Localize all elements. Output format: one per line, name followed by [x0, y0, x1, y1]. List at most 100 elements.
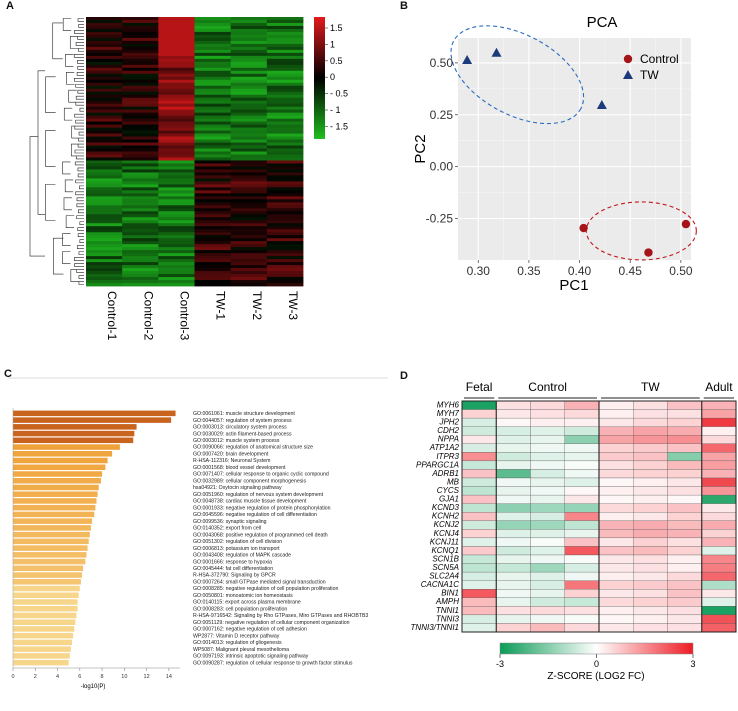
- gene-heatmap-cell: [633, 529, 668, 539]
- heatmap-a-cell: [230, 196, 268, 200]
- heatmap-a-cell: [86, 97, 123, 102]
- heatmap-a-cell: [230, 61, 268, 66]
- pca-ellipse-tw: [450, 25, 585, 125]
- heatmap-a-cell: [194, 253, 232, 257]
- heatmap-a-cell: [194, 115, 232, 120]
- heatmap-a-cell: [86, 151, 123, 155]
- gene-heatmap-cell: [667, 494, 702, 504]
- heatmap-a-cell: [122, 220, 159, 224]
- enrichment-bar: [13, 545, 88, 551]
- enrichment-x-tick-label: 12: [144, 674, 150, 680]
- enrichment-term-label: GO:0014013: regulation of gliogenesis: [193, 640, 282, 646]
- enrichment-bar: [13, 437, 134, 444]
- heatmap-a-cell: [230, 199, 268, 203]
- heatmap-a-cell: [122, 64, 159, 69]
- heatmap-a-cell: [230, 82, 268, 87]
- enrichment-bar: [13, 424, 137, 430]
- heatmap-a-cell: [86, 58, 123, 63]
- heatmap-a-cell: [122, 202, 159, 206]
- heatmap-a-cell: [122, 166, 159, 170]
- gene-heatmap-cell: [461, 580, 497, 590]
- heatmap-a-cell: [86, 106, 123, 111]
- heatmap-a-cell: [158, 28, 195, 33]
- heatmap-a-cell: [230, 118, 268, 123]
- heatmap-a-cell: [230, 49, 268, 54]
- heatmap-a-cell: [86, 103, 123, 108]
- heatmap-a-cell: [194, 94, 232, 99]
- gene-heatmap-cell: [598, 435, 634, 444]
- heatmap-a-cell: [194, 172, 232, 176]
- gene-heatmap-cell: [564, 512, 600, 521]
- heatmap-a-cell: [158, 250, 195, 254]
- enrichment-term-label: GO:0045444: fat cell differentiation: [193, 566, 273, 572]
- heatmap-a-cell: [194, 148, 232, 152]
- heatmap-a-cell: [86, 49, 123, 54]
- heatmap-a-cell: [122, 70, 159, 75]
- heatmap-a-cell: [266, 25, 304, 30]
- gene-heatmap-cell: [530, 512, 565, 521]
- gene-heatmap-cell: [633, 503, 668, 513]
- heatmap-a-cell: [122, 277, 159, 281]
- heatmap-a-cell: [230, 91, 268, 96]
- pca-y-tick-label: 0.00: [430, 160, 454, 174]
- gene-heatmap-cell: [701, 529, 737, 539]
- heatmap-a-cell: [230, 40, 268, 45]
- pca-point-tw: [462, 54, 473, 64]
- gene-heatmap-cell: [598, 460, 634, 470]
- heatmap-a-cell: [158, 133, 195, 137]
- heatmap-a-cell: [122, 58, 159, 63]
- heatmap-a-cell: [158, 157, 195, 161]
- gene-heatmap-cell: [667, 486, 702, 496]
- heatmap-a-cell: [266, 154, 304, 158]
- enrichment-bar: [13, 451, 113, 457]
- enrichment-bar: [13, 511, 95, 518]
- heatmap-a-cell: [266, 73, 304, 78]
- gene-heatmap-cell: [564, 503, 600, 513]
- gene-heatmap-cell: [461, 537, 497, 547]
- heatmap-a-cell: [230, 277, 268, 281]
- gene-heatmap-cell: [496, 520, 531, 530]
- gene-heatmap-cell: [530, 580, 565, 590]
- heatmap-a-cell: [230, 34, 268, 39]
- gene-heatmap-cell: [496, 571, 531, 581]
- heatmap-a-cell: [194, 106, 232, 111]
- gene-heatmap-cell: [496, 546, 531, 556]
- gene-heatmap-cell: [564, 486, 600, 496]
- heatmap-a-cell: [86, 217, 123, 221]
- gene-heatmap-cell: [564, 597, 600, 607]
- gene-label: CYCS: [437, 486, 460, 495]
- heatmap-a-cell: [86, 181, 123, 185]
- heatmap-a-cell: [122, 160, 159, 164]
- heatmap-a-cell: [266, 31, 304, 36]
- heatmap-a-cell: [230, 64, 268, 69]
- heatmap-a-cell: [194, 52, 232, 57]
- gene-heatmap-cell: [598, 589, 634, 598]
- heatmap-a-cell: [122, 256, 159, 260]
- gene-heatmap-cell: [701, 486, 737, 496]
- heatmap-a-cell: [158, 58, 195, 63]
- heatmap-a-cell: [158, 124, 195, 128]
- enrichment-term-label: GO:0003012: muscle system process: [193, 438, 280, 444]
- heatmap-a-cell: [194, 256, 232, 260]
- gene-heatmap-cell: [530, 409, 565, 419]
- enrichment-term-label: hsa04921: Oxytocin signaling pathway: [193, 485, 282, 491]
- heatmap-a-cell: [266, 277, 304, 281]
- enrichment-term-label: GO:0008285: negative regulation of cell …: [193, 586, 338, 592]
- gene-heatmap-cell: [496, 597, 531, 607]
- gene-heatmap-cell: [530, 460, 565, 470]
- gene-heatmap-cell: [667, 606, 702, 616]
- gene-heatmap-cell: [701, 469, 737, 479]
- gene-heatmap-cell: [701, 597, 737, 607]
- enrichment-bar: [13, 444, 120, 450]
- gene-heatmap-colorbar-label: Z-SCORE (LOG2 FC): [547, 671, 644, 682]
- heatmap-a-cell: [230, 280, 268, 284]
- enrichment-bar: [13, 632, 74, 639]
- gene-label: ITPR3: [436, 452, 459, 461]
- heatmap-a-cell: [194, 118, 232, 123]
- pca-point-control: [579, 223, 588, 233]
- heatmap-a-cell: [266, 91, 304, 96]
- heatmap-a-cell: [158, 67, 195, 72]
- gene-heatmap-cell: [667, 571, 702, 581]
- heatmap-a-cell: [86, 232, 123, 236]
- gene-heatmap-cell: [633, 520, 668, 530]
